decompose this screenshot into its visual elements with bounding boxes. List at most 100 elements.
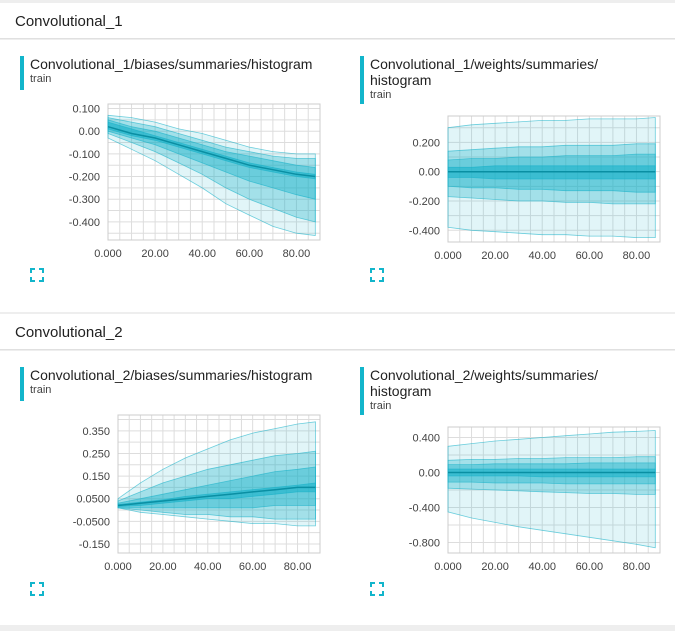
x-tick-label: 80.00 (283, 248, 311, 260)
expand-corner (30, 268, 35, 273)
x-tick-label: 60.00 (576, 561, 604, 573)
expand-corner (370, 277, 375, 282)
y-tick-label: 0.400 (412, 433, 440, 445)
x-tick-label: 0.000 (104, 561, 132, 573)
card-accent-bar (360, 56, 364, 104)
section-title: Convolutional_1 (15, 13, 123, 30)
percentile-band (107, 121, 316, 180)
expand-corner (379, 582, 384, 587)
histogram-card: Convolutional_1/weights/summaries/ histo… (360, 56, 675, 306)
x-tick-label: 20.00 (481, 561, 509, 573)
y-tick-label: -0.800 (409, 538, 440, 550)
section-header-convolutional-2[interactable]: Convolutional_2 (0, 314, 675, 350)
percentile-band (107, 114, 316, 236)
card-title-line: histogram (370, 383, 432, 399)
x-tick-label: 20.00 (481, 250, 509, 262)
y-tick-label: 0.00 (419, 167, 440, 179)
run-label: train (370, 89, 392, 101)
percentile-band (117, 466, 316, 509)
expand-icon[interactable] (370, 582, 384, 596)
y-tick-label: -0.200 (409, 196, 440, 208)
card-accent-bar (20, 367, 24, 401)
y-tick-label: -0.400 (409, 503, 440, 515)
x-tick-label: 0.000 (94, 248, 122, 260)
y-tick-label: -0.400 (69, 217, 100, 229)
y-tick-label: 0.100 (72, 104, 100, 116)
histogram-card: Convolutional_2/biases/summaries/histogr… (20, 367, 340, 617)
y-tick-label: 0.200 (412, 137, 440, 149)
expand-corner (39, 591, 44, 596)
y-tick-label: -0.150 (79, 539, 110, 551)
y-tick-label: -0.300 (69, 194, 100, 206)
y-tick-label: -0.100 (69, 149, 100, 161)
plot-frame (117, 414, 321, 554)
expand-icon[interactable] (30, 268, 44, 282)
card-title-line: Convolutional_2/weights/summaries/ (370, 367, 598, 383)
histogram-chart: 0.100 0.00 -0.100 -0.200 -0.300 -0.400 0.000 20… (69, 103, 321, 260)
card-accent-bar (20, 56, 24, 90)
y-tick-label: 0.250 (82, 448, 110, 460)
card-title: Convolutional_2/weights/summaries/ histo… (370, 367, 670, 399)
x-tick-label: 80.00 (623, 561, 651, 573)
expand-corner (30, 277, 35, 282)
x-tick-label: 60.00 (576, 250, 604, 262)
expand-corner (39, 582, 44, 587)
median-line (107, 125, 316, 178)
card-title-line: histogram (370, 72, 432, 88)
card-title: Convolutional_1/weights/summaries/ histo… (370, 56, 670, 88)
histogram-chart: 0.350 0.250 0.150 0.0500 -0.0500 -0.150 0.000 2… (73, 414, 321, 573)
x-tick-label: 0.000 (434, 561, 462, 573)
y-tick-label: 0.00 (419, 468, 440, 480)
x-tick-label: 80.00 (623, 250, 651, 262)
histogram-chart: 0.200 0.00 -0.200 -0.400 0.000 20.00 40.00 60.0… (409, 115, 661, 262)
run-label: train (370, 400, 392, 412)
histogram-chart: 0.400 0.00 -0.400 -0.800 0.000 20.00 40.00 60.0… (409, 426, 661, 573)
x-tick-label: 0.000 (434, 250, 462, 262)
expand-icon[interactable] (370, 268, 384, 282)
x-tick-label: 20.00 (149, 561, 177, 573)
card-title-line: Convolutional_1/weights/summaries/ (370, 56, 598, 72)
x-tick-label: 60.00 (239, 561, 267, 573)
expand-corner (370, 591, 375, 596)
section-title: Convolutional_2 (15, 324, 123, 341)
y-tick-label: 0.350 (82, 426, 110, 438)
expand-icon-glyph (370, 582, 384, 596)
x-tick-label: 20.00 (141, 248, 169, 260)
expand-corner (379, 277, 384, 282)
x-tick-label: 60.00 (236, 248, 264, 260)
x-tick-label: 40.00 (528, 561, 556, 573)
expand-icon-glyph (370, 268, 384, 282)
expand-corner (370, 268, 375, 273)
expand-corner (39, 268, 44, 273)
y-tick-label: 0.150 (82, 471, 110, 483)
plot-frame (107, 103, 321, 241)
y-tick-label: -0.200 (69, 172, 100, 184)
histogram-card: Convolutional_1/biases/summaries/histogr… (20, 56, 340, 306)
y-tick-label: -0.0500 (73, 516, 110, 528)
median-line (117, 486, 316, 507)
percentile-band (447, 430, 656, 549)
y-tick-label: 0.00 (79, 126, 100, 138)
card-title-line: Convolutional_1/biases/summaries/histogr… (30, 56, 313, 72)
expand-icon-glyph (30, 582, 44, 596)
card-title-line: Convolutional_2/biases/summaries/histogr… (30, 367, 313, 383)
y-tick-label: -0.400 (409, 225, 440, 237)
expand-corner (379, 591, 384, 596)
expand-icon[interactable] (30, 582, 44, 596)
card-title: Convolutional_1/biases/summaries/histogr… (30, 56, 330, 72)
card-accent-bar (360, 367, 364, 415)
expand-corner (30, 591, 35, 596)
section-header-convolutional-1[interactable]: Convolutional_1 (0, 3, 675, 39)
run-label: train (30, 73, 52, 85)
expand-corner (370, 582, 375, 587)
expand-icon-glyph (30, 268, 44, 282)
section-body-convolutional-2: Convolutional_2/biases/summaries/histogr… (0, 351, 675, 625)
x-tick-label: 80.00 (284, 561, 312, 573)
x-tick-label: 40.00 (528, 250, 556, 262)
x-tick-label: 40.00 (194, 561, 222, 573)
expand-corner (30, 582, 35, 587)
percentile-band (107, 117, 316, 223)
run-label: train (30, 384, 52, 396)
card-title: Convolutional_2/biases/summaries/histogr… (30, 367, 330, 383)
x-tick-label: 40.00 (188, 248, 216, 260)
